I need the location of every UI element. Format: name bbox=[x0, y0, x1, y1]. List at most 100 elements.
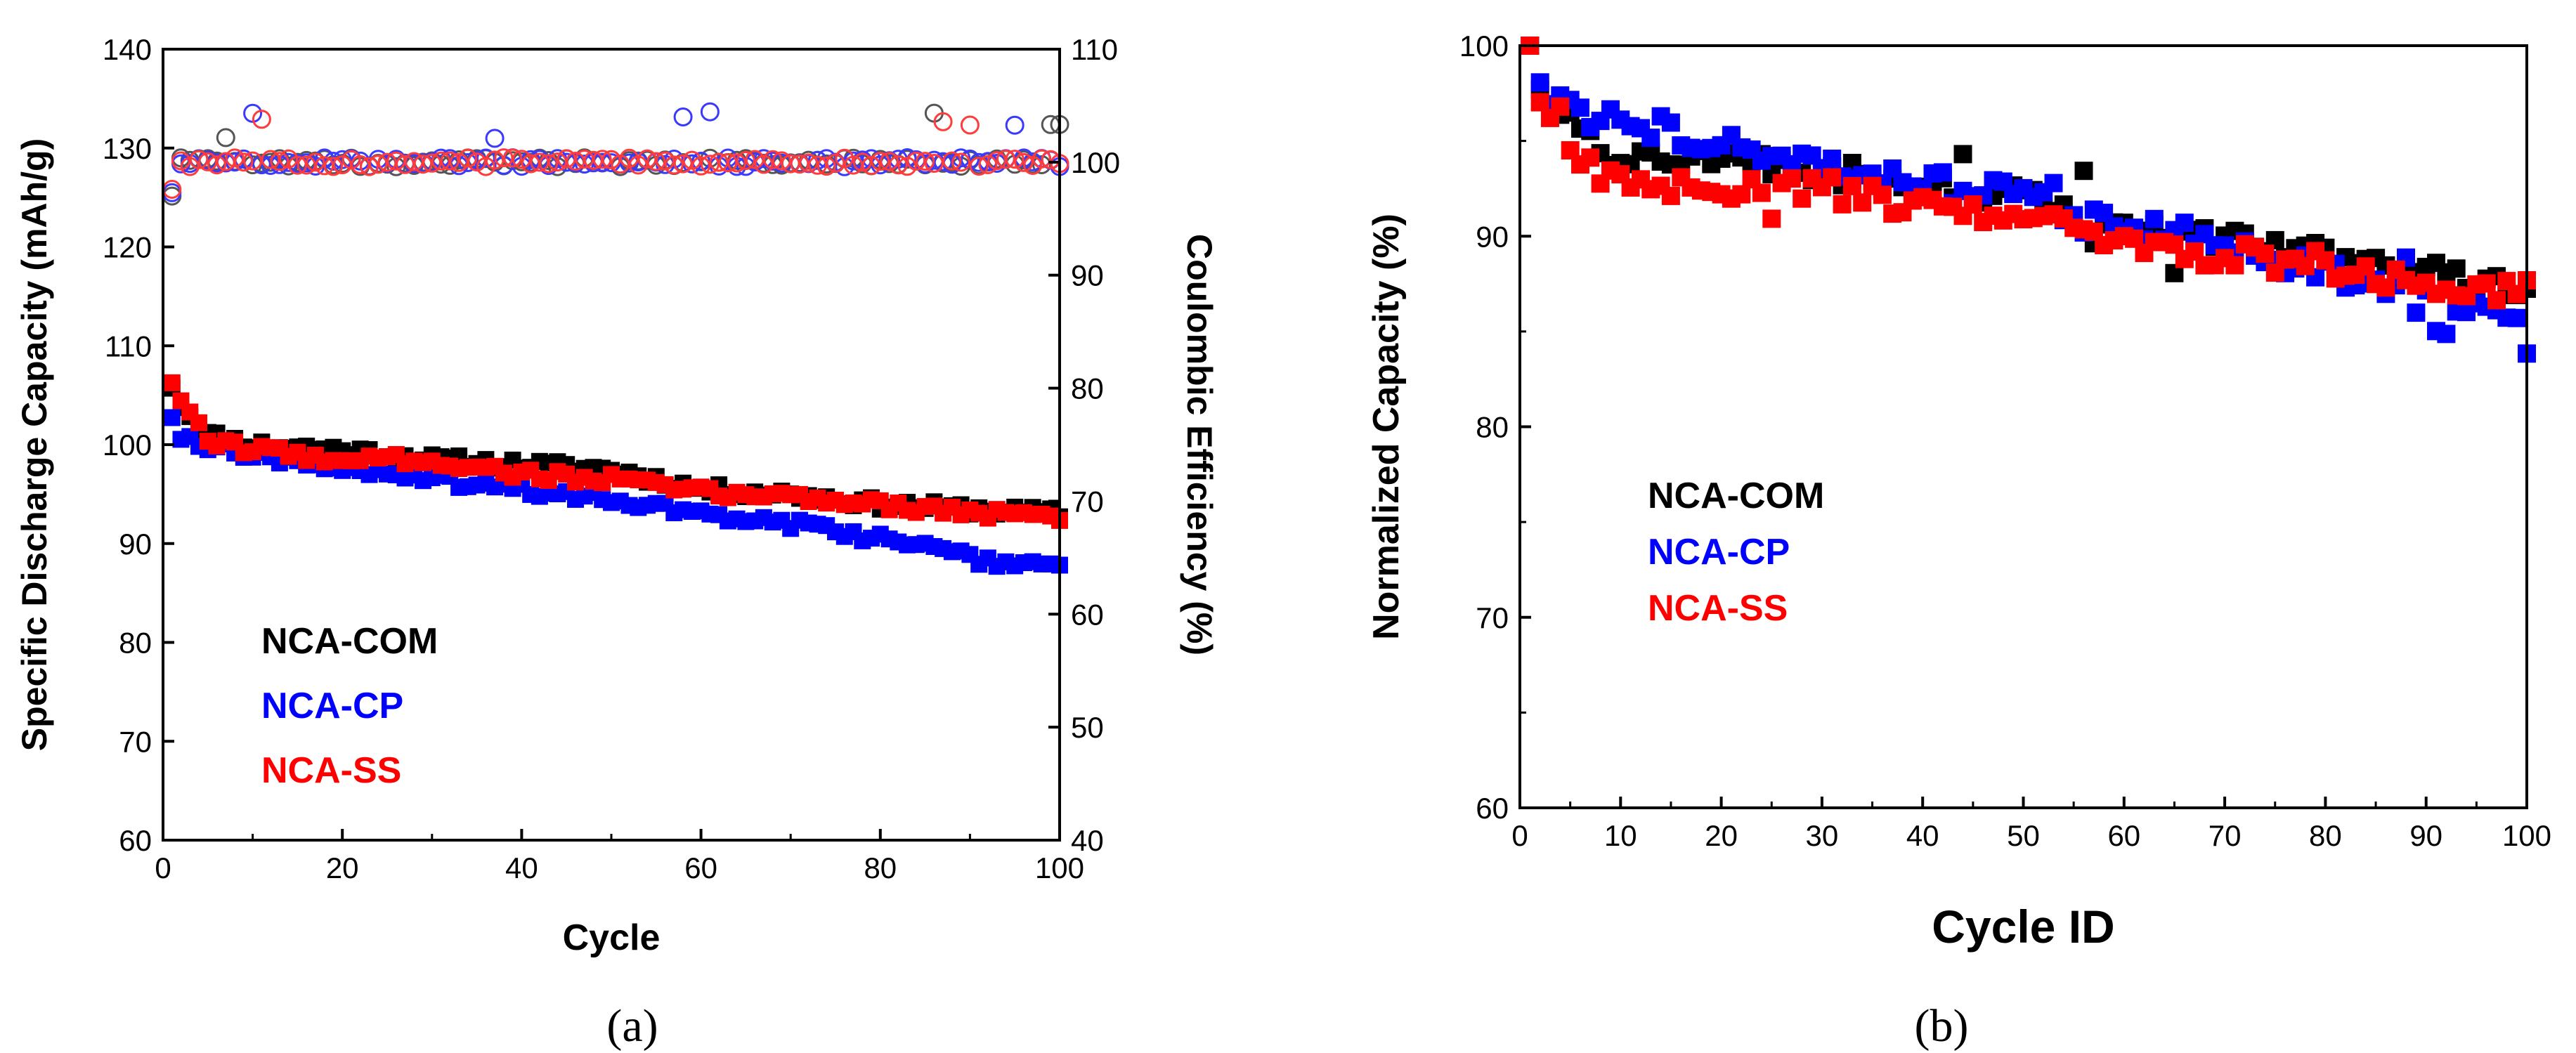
y2-tick-label: 50 bbox=[1071, 711, 1104, 744]
legend-label-nca-ss: NCA-SS bbox=[1648, 588, 1788, 629]
normalized-point-nca-cp bbox=[1530, 73, 1549, 92]
normalized-point-nca-ss bbox=[1581, 148, 1600, 167]
ce-point-nca-ss bbox=[781, 154, 800, 174]
ce-point-nca-ss bbox=[539, 154, 559, 174]
ce-point-nca-ss bbox=[888, 155, 908, 175]
y2-tick-label: 70 bbox=[1071, 485, 1104, 518]
ce-series-layer bbox=[162, 102, 1069, 206]
capacity-series-nca-ss bbox=[163, 374, 1068, 529]
normalized-point-nca-ss bbox=[2256, 244, 2275, 263]
normalized-point-nca-ss bbox=[1752, 183, 1771, 202]
normalized-point-nca-ss bbox=[1963, 195, 1982, 214]
normalized-point-nca-ss bbox=[2356, 257, 2375, 276]
x-tick-label: 20 bbox=[326, 851, 359, 884]
legend: NCA-COM NCA-CP NCA-SS bbox=[261, 621, 438, 791]
ce-point-nca-ss bbox=[404, 152, 424, 171]
ce-point-nca-ss bbox=[566, 152, 585, 171]
ce-point-nca-ss bbox=[225, 148, 245, 168]
x-tick-label: 60 bbox=[684, 851, 717, 884]
ce-point-nca-ss bbox=[323, 157, 343, 176]
ce-point-nca-ss bbox=[207, 155, 227, 175]
y-tick-label: 60 bbox=[1476, 792, 1509, 825]
y-axis-title: Normalized Capacity (%) bbox=[1366, 214, 1407, 640]
ce-point-nca-ss bbox=[521, 154, 540, 174]
ce-point-nca-ss bbox=[826, 153, 845, 173]
ce-point-nca-ss bbox=[315, 156, 334, 176]
y-tick-label: 90 bbox=[1476, 220, 1509, 253]
normalized-point-nca-ss bbox=[1661, 186, 1680, 205]
ce-point-nca-ss bbox=[656, 151, 675, 171]
ce-point-nca-ss bbox=[341, 150, 361, 169]
ce-point-nca-ss bbox=[646, 152, 666, 171]
normalized-point-nca-ss bbox=[1873, 185, 1892, 204]
ce-point-nca-ss bbox=[978, 155, 998, 174]
normalized-point-nca-ss bbox=[1842, 176, 1861, 195]
ce-series-nca-ss bbox=[162, 110, 1069, 199]
x-tick-label: 80 bbox=[864, 851, 897, 884]
ce-point-nca-ss bbox=[584, 150, 603, 170]
ce-point-nca-ss bbox=[485, 150, 505, 170]
y-tick-label: 100 bbox=[103, 429, 152, 462]
ce-point-nca-cp bbox=[476, 148, 495, 168]
y-tick-label: 70 bbox=[1476, 601, 1509, 634]
y2-tick-label: 80 bbox=[1071, 372, 1104, 405]
ce-point-nca-ss bbox=[287, 155, 307, 175]
normalized-point-nca-com bbox=[2074, 162, 2093, 181]
normalized-point-nca-cp bbox=[2407, 303, 2426, 322]
ce-point-nca-ss bbox=[852, 152, 872, 172]
y-tick-label: 130 bbox=[103, 132, 152, 165]
ce-point-nca-ss bbox=[512, 150, 531, 169]
x-tick-label: 90 bbox=[2409, 819, 2442, 852]
ce-point-nca-ss bbox=[861, 156, 881, 176]
ce-point-nca-ss bbox=[754, 155, 774, 174]
normalized-point-nca-cp bbox=[2175, 214, 2194, 233]
y-tick-label: 120 bbox=[103, 231, 152, 264]
normalized-point-nca-cp bbox=[2507, 308, 2526, 327]
normalized-point-nca-ss bbox=[1782, 169, 1801, 188]
ce-point-nca-ss bbox=[467, 152, 487, 172]
ce-point-nca-ss bbox=[530, 152, 549, 172]
ce-point-nca-ss bbox=[243, 151, 263, 171]
ce-point-nca-ss bbox=[906, 151, 926, 171]
ce-point-nca-ss bbox=[844, 155, 863, 175]
x-tick-label: 70 bbox=[2209, 819, 2242, 852]
y-tick-label: 90 bbox=[119, 528, 152, 561]
normalized-point-nca-ss bbox=[2477, 274, 2496, 293]
normalized-point-nca-cp bbox=[1933, 163, 1952, 182]
ce-point-nca-ss bbox=[270, 152, 290, 171]
normalized-series-layer bbox=[1521, 37, 2536, 363]
ce-point-nca-ss bbox=[261, 150, 280, 169]
ce-point-nca-ss bbox=[960, 115, 980, 135]
legend-label-nca-com: NCA-COM bbox=[261, 621, 438, 662]
ce-point-nca-cp bbox=[458, 153, 478, 172]
ce-point-nca-ss bbox=[494, 148, 514, 168]
y2-tick-label: 110 bbox=[1071, 33, 1118, 66]
ce-point-nca-ss bbox=[1032, 149, 1051, 169]
ce-point-nca-cp bbox=[673, 107, 693, 126]
ce-point-nca-cp bbox=[323, 152, 343, 171]
ce-point-nca-ss bbox=[368, 155, 388, 174]
normalized-point-nca-cp bbox=[1661, 113, 1680, 132]
ce-point-nca-com bbox=[216, 128, 235, 148]
ce-point-nca-ss bbox=[933, 112, 953, 131]
ce-point-nca-com bbox=[1032, 155, 1051, 174]
y2-tick-label: 40 bbox=[1071, 824, 1104, 857]
x-axis-title: Cycle ID bbox=[1932, 901, 2114, 953]
capacity-point-nca-cp bbox=[163, 409, 181, 426]
ce-point-nca-ss bbox=[306, 152, 325, 172]
ce-point-nca-cp bbox=[575, 155, 594, 174]
ce-point-nca-cp bbox=[1005, 115, 1024, 135]
ce-point-nca-ss bbox=[700, 155, 720, 174]
x-tick-label: 10 bbox=[1604, 819, 1637, 852]
y-tick-label: 100 bbox=[1459, 30, 1509, 63]
ce-point-nca-ss bbox=[673, 154, 693, 174]
y-tick-label: 60 bbox=[119, 824, 152, 857]
ce-point-nca-ss bbox=[252, 110, 271, 129]
normalized-point-nca-ss bbox=[1551, 97, 1570, 116]
ce-point-nca-ss bbox=[790, 155, 809, 174]
x-tick-label: 60 bbox=[2107, 819, 2140, 852]
ce-point-nca-ss bbox=[718, 153, 738, 173]
ce-point-nca-ss bbox=[736, 151, 755, 170]
normalized-point-nca-ss bbox=[2225, 256, 2244, 275]
ce-point-nca-ss bbox=[817, 157, 836, 176]
